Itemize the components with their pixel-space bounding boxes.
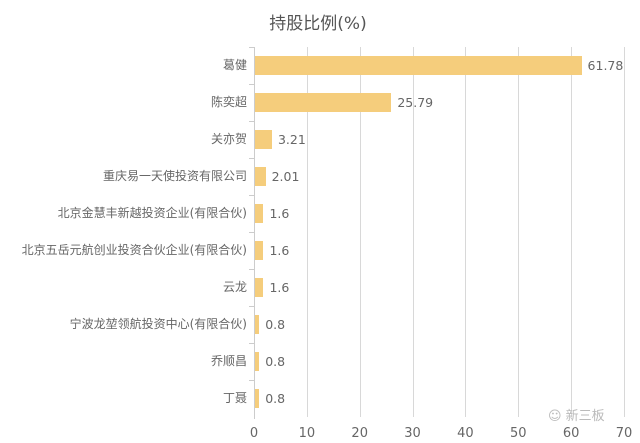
x-tick-label: 0 (249, 426, 259, 441)
category-label: 重庆易一天使投资有限公司 (102, 169, 247, 183)
value-label: 2.01 (271, 169, 300, 184)
category-label: 宁波龙堃领航投资中心(有限合伙) (69, 317, 247, 331)
bar[interactable] (255, 352, 260, 371)
gridline (518, 47, 520, 417)
category-label: 北京金慧丰新越投资企业(有限合伙) (57, 206, 247, 220)
gridline (571, 47, 573, 417)
value-label: 0.8 (265, 317, 286, 332)
y-tick (249, 343, 254, 344)
value-label: 1.6 (269, 280, 290, 295)
value-label: 25.79 (397, 95, 434, 110)
bar[interactable] (255, 241, 264, 260)
x-tick-label: 20 (351, 426, 368, 441)
gridline (306, 47, 308, 417)
y-tick (249, 232, 254, 233)
x-tick-label: 30 (404, 426, 421, 441)
y-tick (249, 306, 254, 307)
x-tick-label: 50 (510, 426, 527, 441)
gridline (465, 47, 467, 417)
y-tick (249, 47, 254, 48)
x-tick-label: 70 (615, 426, 633, 441)
value-label: 61.78 (587, 58, 624, 73)
x-tick-label: 40 (457, 426, 474, 441)
x-tick-label: 10 (298, 426, 316, 441)
value-label: 0.8 (265, 391, 286, 406)
bar[interactable] (255, 278, 264, 297)
bar[interactable] (255, 130, 272, 149)
y-tick (249, 269, 254, 270)
y-tick (249, 158, 254, 159)
gridline (412, 47, 414, 417)
value-label: 1.6 (269, 206, 290, 221)
x-tick-label: 60 (562, 426, 580, 441)
category-label: 乔顺昌 (210, 354, 247, 368)
value-label: 0.8 (265, 354, 286, 369)
category-label: 关亦贺 (210, 132, 247, 146)
value-label: 3.21 (277, 132, 306, 147)
bar[interactable] (255, 315, 260, 334)
bar[interactable] (255, 389, 260, 408)
plot-area: 61.78 25.79 3.21 2.01 1.6 1.6 1.6 0.8 0.8 0.8 (249, 47, 625, 417)
bar[interactable] (255, 167, 266, 186)
y-tick (249, 195, 254, 196)
y-tick (249, 380, 254, 381)
bar[interactable] (255, 56, 582, 75)
category-label: 北京五岳元航创业投资合伙企业(有限合伙) (21, 243, 247, 257)
watermark: ☺ 新三板 (548, 409, 605, 424)
category-label: 陈奕超 (210, 95, 247, 109)
bar[interactable] (255, 93, 392, 112)
category-label: 丁聂 (222, 391, 247, 405)
category-label: 云龙 (222, 280, 247, 294)
gridline (624, 47, 625, 417)
y-axis-line (254, 47, 255, 419)
gridline (359, 47, 361, 417)
y-tick (249, 84, 254, 85)
y-tick (249, 121, 254, 122)
value-label: 1.6 (269, 243, 290, 258)
chart-title: 持股比例(%) (269, 14, 367, 34)
bar[interactable] (255, 204, 264, 223)
category-label: 葛健 (222, 58, 247, 72)
